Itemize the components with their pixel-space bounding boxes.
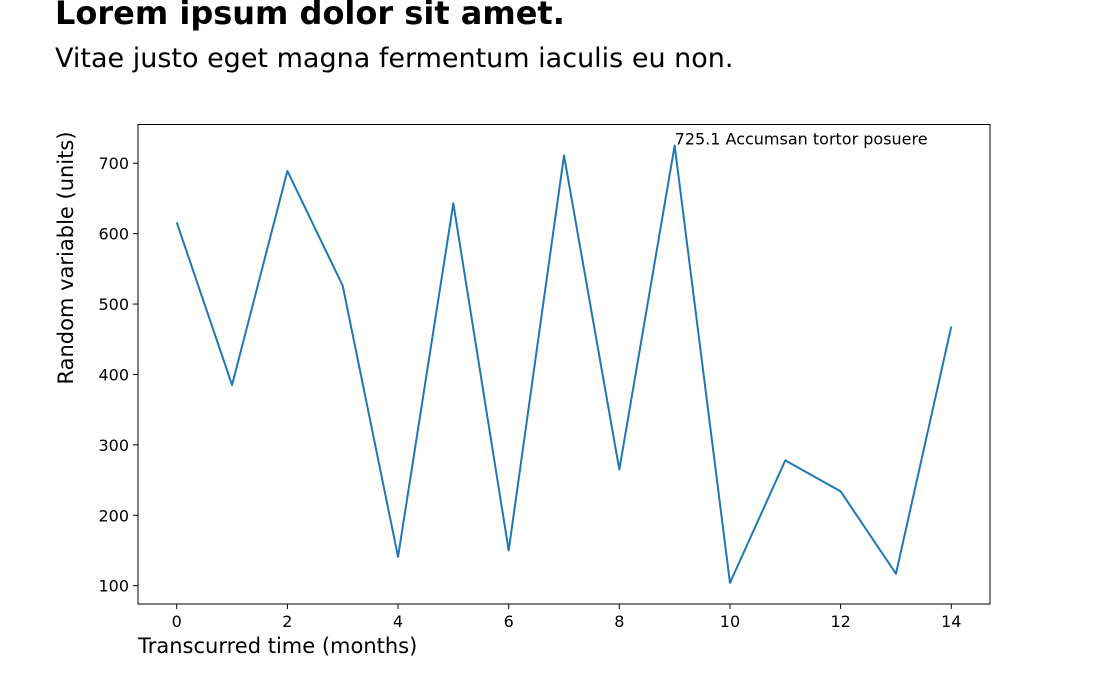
- x-tick-label: 2: [282, 612, 292, 631]
- x-tick-label: 4: [393, 612, 403, 631]
- x-tick-label: 0: [172, 612, 182, 631]
- chart-subtitle: Vitae justo eget magna fermentum iaculis…: [55, 43, 734, 74]
- y-tick-label: 200: [98, 506, 129, 525]
- x-tick-label: 6: [504, 612, 514, 631]
- y-axis-ticks: 100 200 300 400 500 600 700: [98, 154, 138, 596]
- x-axis-label: Transcurred time (months): [137, 634, 417, 658]
- y-axis-label: Random variable (units): [54, 131, 78, 384]
- x-tick-label: 10: [720, 612, 740, 631]
- y-tick-label: 600: [98, 225, 129, 244]
- plot-area-frame: [137, 124, 991, 605]
- y-tick-label: 300: [98, 436, 129, 455]
- x-tick-label: 8: [614, 612, 624, 631]
- x-axis-ticks: 0 2 4 6 8 10 12 14: [172, 604, 961, 631]
- annotation-label: 725.1 Accumsan tortor posuere: [675, 130, 928, 149]
- chart-title: Lorem ipsum dolor sit amet.: [55, 0, 565, 32]
- series-layer: [175, 144, 953, 584]
- y-tick-label: 700: [98, 154, 129, 173]
- y-tick-label: 500: [98, 295, 129, 314]
- x-tick-label: 12: [830, 612, 850, 631]
- x-tick-label: 14: [941, 612, 961, 631]
- y-tick-label: 100: [98, 577, 129, 596]
- series-line: [175, 144, 953, 584]
- y-tick-label: 400: [98, 365, 129, 384]
